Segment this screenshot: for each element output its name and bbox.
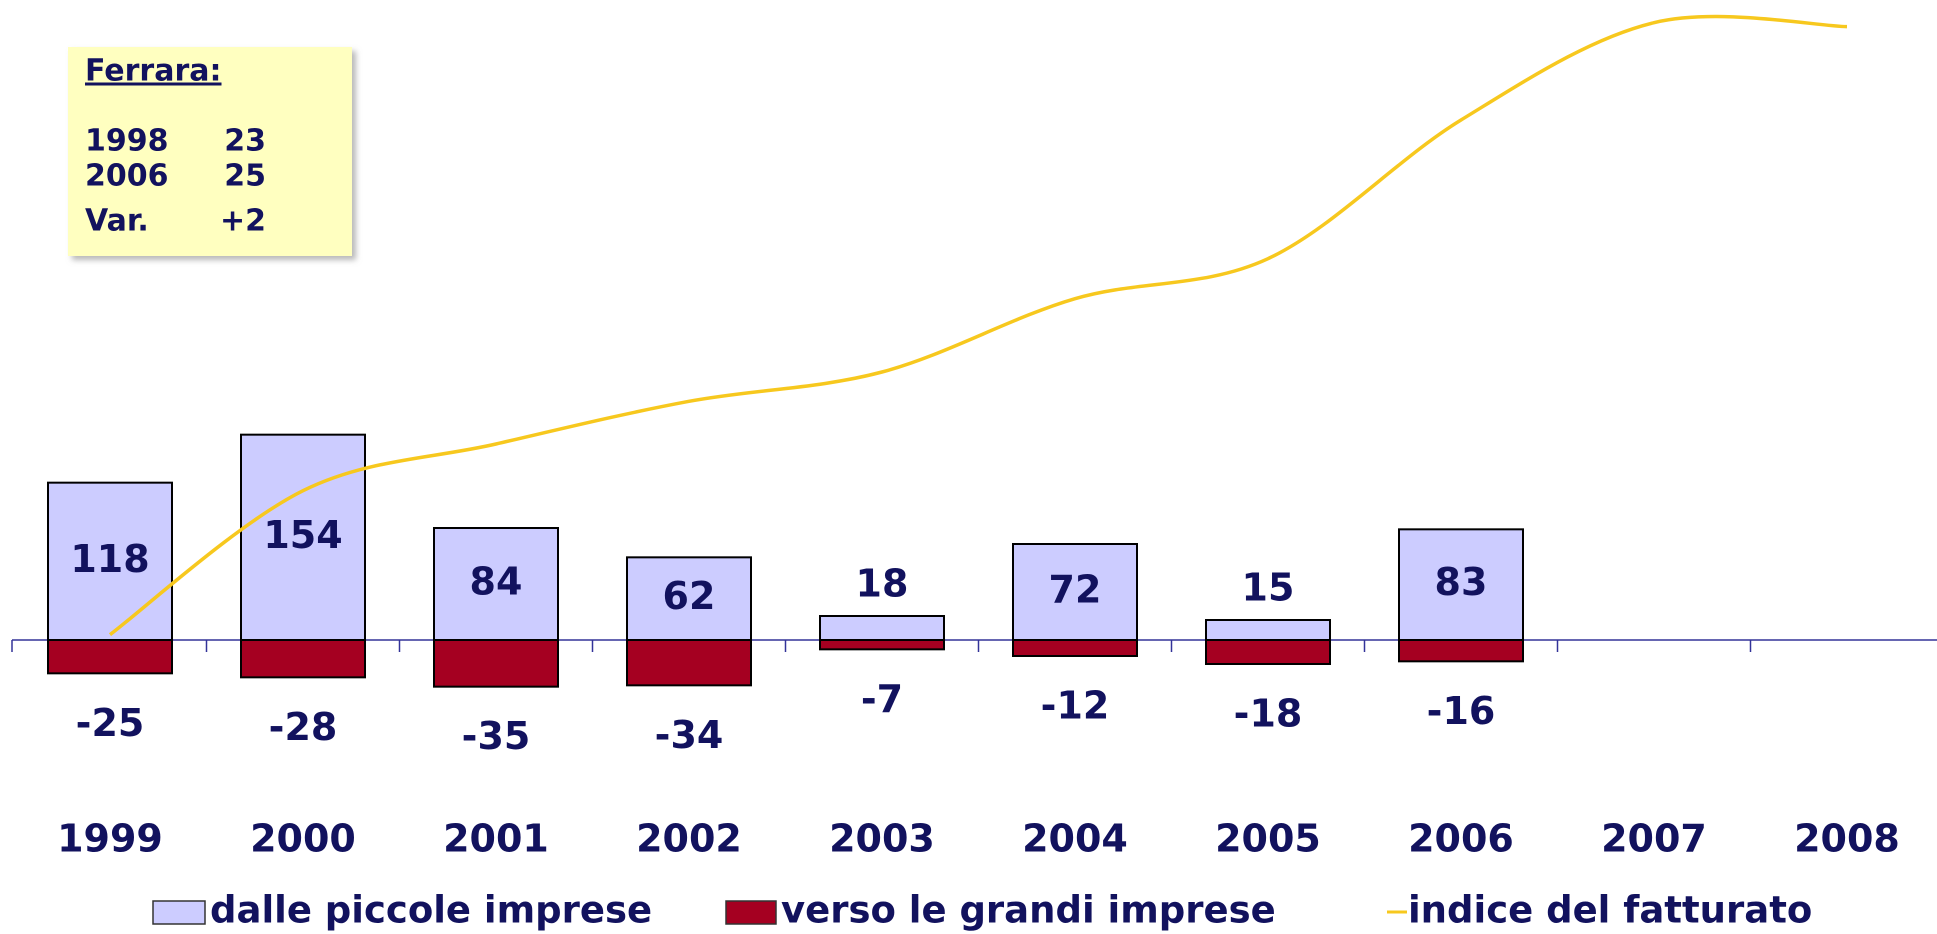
data-label: -35 [462,714,531,758]
data-label: 83 [1435,560,1488,604]
bar [240,433,366,641]
bar [240,639,366,679]
bar [47,481,173,641]
data-label: 18 [856,562,909,606]
data-label: 15 [1242,566,1295,610]
x-tick-label: 2008 [1794,817,1900,861]
x-tick-label: 2003 [829,817,935,861]
data-label: 72 [1049,568,1102,612]
legend-label: dalle piccole imprese [210,889,652,932]
bar [626,556,752,641]
annotation-value: +2 [220,204,266,239]
legend-swatch [725,900,777,925]
bar [1205,619,1331,641]
x-tick-label: 2000 [250,817,356,861]
data-label: 118 [70,537,149,581]
bar [1398,528,1524,641]
line [108,14,1848,637]
data-label: 154 [263,513,342,557]
data-label: -28 [269,705,338,749]
x-tick-label: 2002 [636,817,742,861]
data-label: 84 [470,560,523,604]
legend-label: indice del fatturato [1408,889,1812,932]
x-tick-label: 2004 [1022,817,1128,861]
bar [819,615,945,641]
data-label: -34 [655,713,724,757]
bar [626,639,752,687]
annotation-background [68,47,352,256]
annotation-title: Ferrara: [85,54,222,89]
x-tick-label: 2001 [443,817,549,861]
annotation-value: 25 [224,159,266,194]
x-tick-label: 1999 [57,817,163,861]
legend-swatch [152,900,206,925]
data-label: -12 [1041,684,1110,728]
bar [1012,639,1138,657]
annotation-box: Ferrara: 1998 23 2006 25 Var. +2 [68,47,352,256]
data-label: -18 [1234,692,1303,736]
bar [1205,639,1331,665]
x-tick-label: 2005 [1215,817,1321,861]
legend-label: verso le grandi imprese [781,889,1276,932]
bar [433,639,559,688]
bar [1012,543,1138,641]
data-label: 62 [663,574,716,618]
annotation-label: 1998 [85,124,169,159]
annotation-label: 2006 [85,159,169,194]
data-label: -7 [861,677,903,721]
x-tick-label: 2006 [1408,817,1514,861]
annotation-value: 23 [224,124,266,159]
bar [47,639,173,675]
bar [1398,639,1524,663]
bar [433,527,559,641]
data-label: -25 [76,701,145,745]
x-tick-label: 2007 [1601,817,1707,861]
data-label: -16 [1427,689,1496,733]
annotation-label: Var. [85,204,149,239]
bar [819,639,945,651]
